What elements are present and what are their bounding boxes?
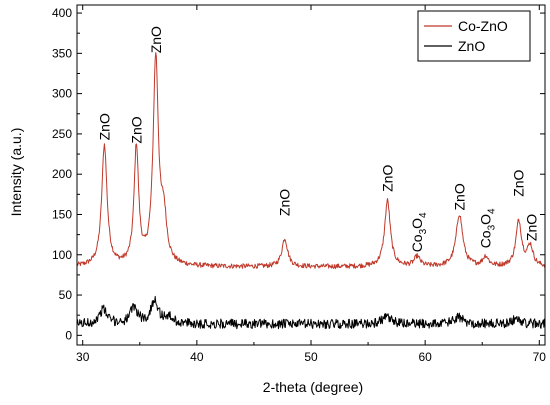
peak-label: ZnO: [511, 169, 527, 196]
label-part: O: [478, 214, 494, 225]
x-tick-label: 70: [533, 350, 547, 364]
x-tick-label: 60: [418, 350, 432, 364]
peak-label: ZnO: [523, 214, 539, 241]
x-tick-label: 40: [190, 350, 204, 364]
y-tick-label: 200: [52, 167, 72, 181]
y-tick-label: 50: [59, 288, 73, 302]
peak-label: ZnO: [451, 183, 467, 210]
y-tick-label: 400: [52, 6, 72, 20]
legend: Co-ZnO ZnO: [417, 10, 531, 62]
y-axis-label: Intensity (a.u.): [8, 128, 24, 217]
peak-label: ZnO: [277, 189, 293, 216]
x-tick-label: 50: [304, 350, 318, 364]
axes: 30 40 50 60 70 0 50 100 150 200 250 300 350 400: [52, 4, 547, 364]
y-tick-label: 250: [52, 127, 72, 141]
label-part: Co: [478, 230, 494, 248]
x-axis-label: 2-theta (degree): [263, 379, 363, 395]
y-tick-label: 350: [52, 46, 72, 60]
peak-label: Co3O4: [409, 212, 429, 252]
y-tick-label: 150: [52, 207, 72, 221]
label-subscript: 3: [418, 228, 429, 234]
plot-area: [76, 52, 546, 330]
peak-label: ZnO: [96, 113, 112, 140]
legend-entry: ZnO: [458, 38, 485, 54]
label-subscript: 4: [418, 212, 429, 218]
y-tick-label: 0: [65, 328, 72, 342]
label-subscript: 3: [487, 224, 498, 230]
legend-entry: Co-ZnO: [458, 18, 508, 34]
peak-label: ZnO: [380, 165, 396, 192]
peak-label: ZnO: [128, 116, 144, 143]
y-tick-label: 300: [52, 87, 72, 101]
series-line-co-zno: [76, 52, 546, 270]
x-tick-label: 30: [76, 350, 90, 364]
peak-label: Co3O4: [478, 208, 498, 248]
label-subscript: 4: [487, 208, 498, 214]
legend-box: [417, 10, 531, 62]
label-part: Co: [409, 234, 425, 252]
series-line-zno: [76, 295, 546, 330]
peak-label: ZnO: [148, 26, 164, 53]
y-tick-label: 100: [52, 248, 72, 262]
label-part: O: [409, 218, 425, 229]
